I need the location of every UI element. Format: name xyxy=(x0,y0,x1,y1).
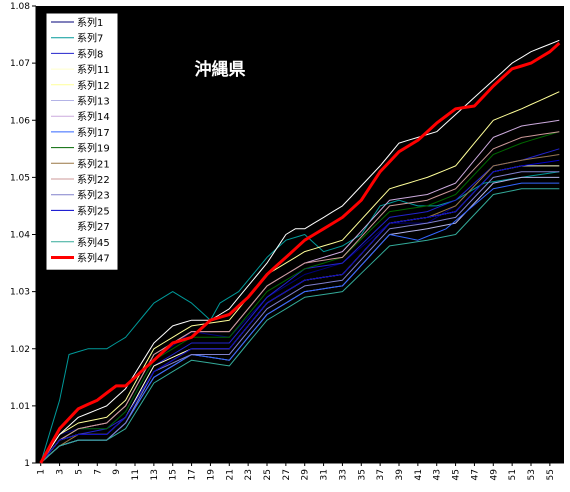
x-tick-label: 11 xyxy=(131,469,141,480)
legend-label: 系列22 xyxy=(77,173,110,186)
series-line-12 xyxy=(40,171,560,464)
legend-label: 系列14 xyxy=(77,110,110,123)
x-tick-label: 13 xyxy=(150,469,160,480)
x-tick-label: 25 xyxy=(263,469,273,480)
legend-label: 系列12 xyxy=(77,79,110,92)
x-tick-label: 23 xyxy=(244,469,254,480)
x-tick-label: 41 xyxy=(414,469,424,480)
series-line-15 xyxy=(40,188,560,464)
y-tick-label: 1.07 xyxy=(10,59,30,69)
legend-label: 系列1 xyxy=(77,16,103,29)
legend-label: 系列47 xyxy=(77,252,110,265)
y-tick-label: 1.05 xyxy=(10,173,30,183)
x-tick-label: 37 xyxy=(376,469,386,480)
x-tick-label: 3 xyxy=(56,469,66,475)
series-line-9 xyxy=(40,131,560,464)
legend-label: 系列8 xyxy=(77,47,103,60)
x-tick-label: 19 xyxy=(206,469,216,481)
x-tick-label: 27 xyxy=(282,469,292,480)
x-tick-label: 9 xyxy=(112,469,122,475)
y-tick-label: 1.06 xyxy=(10,116,30,126)
series-line-11 xyxy=(40,131,560,464)
legend: 系列1 系列7 系列8 系列11 系列12 系列13 系列14 系列17 系列19 系列21 系列2… xyxy=(45,12,119,271)
x-tick-label: 31 xyxy=(320,469,330,480)
series-line-5 xyxy=(40,91,560,464)
x-tick-label: 51 xyxy=(508,469,518,480)
x-tick-label: 21 xyxy=(225,469,235,480)
series-line-2 xyxy=(40,171,560,464)
chart-title: 沖縄県 xyxy=(195,59,246,80)
y-tick-label: 1.04 xyxy=(10,231,30,241)
legend-label: 系列25 xyxy=(77,204,110,217)
legend-label: 系列11 xyxy=(77,63,110,76)
x-tick-label: 43 xyxy=(433,469,443,480)
legend-label: 系列19 xyxy=(77,142,110,155)
legend-label: 系列27 xyxy=(77,220,110,233)
series-line-16 xyxy=(39,41,561,464)
series-line-13 xyxy=(40,159,560,464)
y-tick-label: 1.02 xyxy=(10,345,30,355)
x-tick-label: 17 xyxy=(188,469,198,480)
x-tick-label: 5 xyxy=(74,469,84,475)
series-lines xyxy=(39,39,561,464)
x-tick-label: 39 xyxy=(395,469,405,481)
y-tick-label: 1.01 xyxy=(10,402,30,412)
x-tick-label: 49 xyxy=(489,469,499,481)
x-tick-label: 55 xyxy=(546,469,556,480)
legend-label: 系列17 xyxy=(77,126,110,139)
x-tick-label: 53 xyxy=(527,469,537,480)
x-tick-label: 33 xyxy=(338,469,348,480)
x-tick-label: 47 xyxy=(470,469,480,480)
y-tick-label: 1.08 xyxy=(10,2,30,12)
legend-label: 系列23 xyxy=(77,189,110,202)
legend-box xyxy=(45,12,119,271)
x-tick-label: 1 xyxy=(37,469,47,475)
x-tick-label: 15 xyxy=(169,469,179,480)
legend-label: 系列45 xyxy=(77,236,110,249)
x-tick-label: 35 xyxy=(357,469,367,480)
x-tick-label: 45 xyxy=(452,469,462,480)
legend-label: 系列21 xyxy=(77,157,110,170)
y-tick-label: 1 xyxy=(24,459,30,469)
x-tick-label: 7 xyxy=(93,469,103,475)
axes: 11.011.021.031.041.051.061.071.081 3 5 7 9 11… xyxy=(10,2,564,480)
x-tick-label: 29 xyxy=(301,469,311,481)
y-tick-label: 1.03 xyxy=(10,288,30,298)
legend-label: 系列13 xyxy=(77,95,110,108)
legend-label: 系列7 xyxy=(77,32,103,45)
